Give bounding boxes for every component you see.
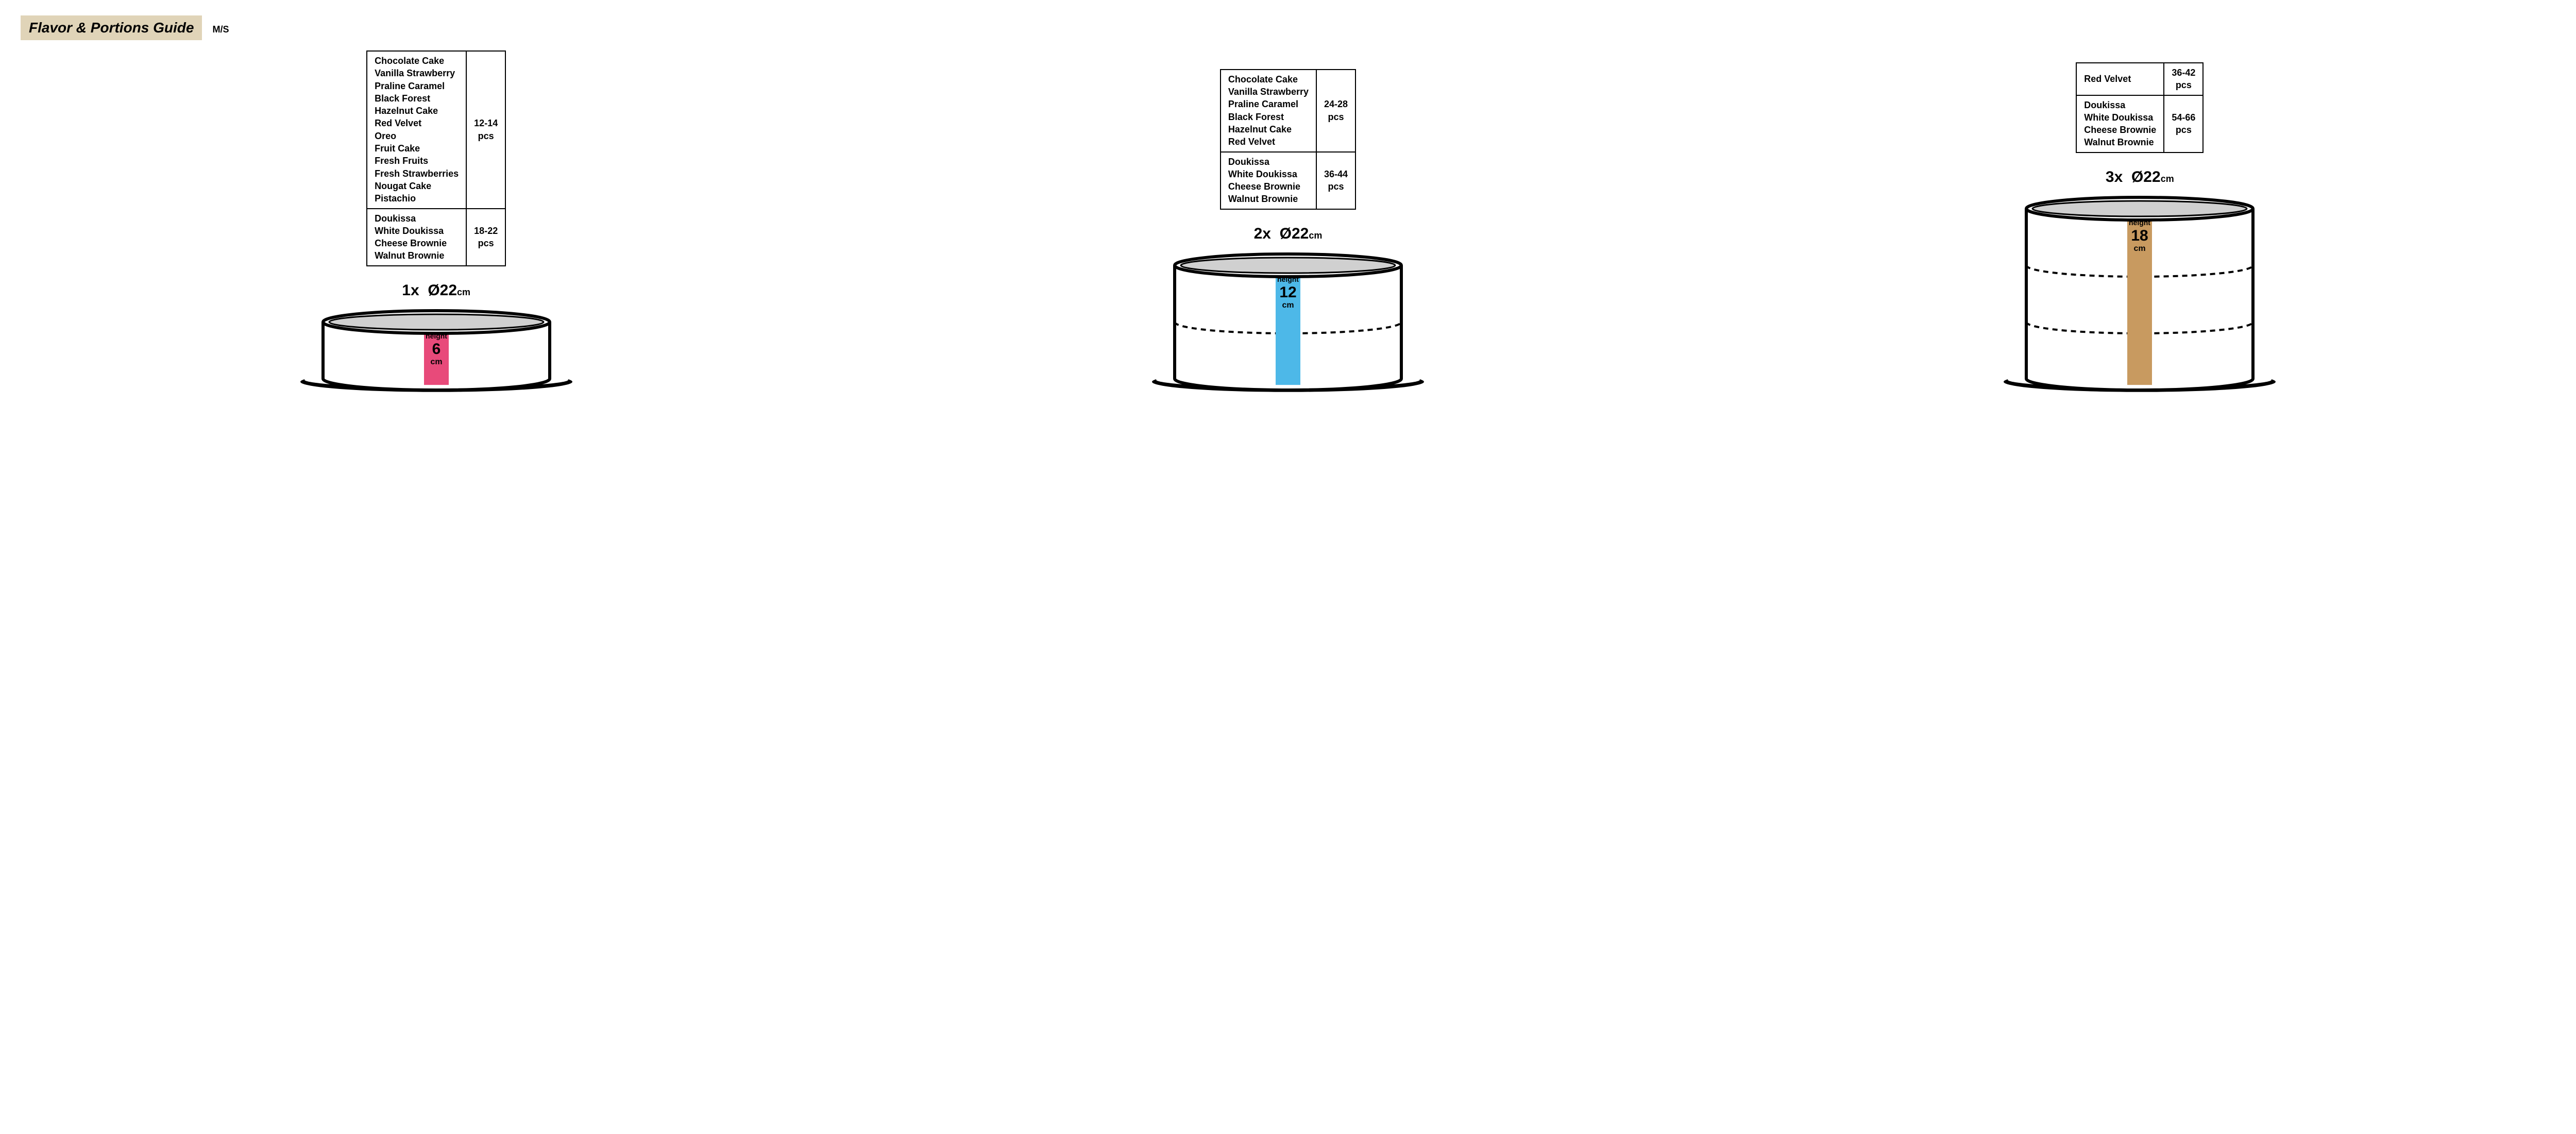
pcs-cell: 54-66pcs [2164, 95, 2203, 153]
flavor-item: Chocolate Cake [1228, 73, 1309, 86]
height-value: 6 [432, 341, 440, 358]
flavor-item: Doukissa [1228, 156, 1309, 168]
table-row: Chocolate CakeVanilla StrawberryPraline … [367, 51, 505, 209]
column: Chocolate CakeVanilla StrawberryPraline … [872, 69, 1703, 399]
pcs-label: pcs [1324, 180, 1348, 193]
flavor-item: Fruit Cake [375, 142, 459, 155]
size-diameter: Ø22 [2131, 168, 2161, 185]
size-label: 1x Ø22cm [402, 282, 470, 299]
flavor-item: Black Forest [1228, 111, 1309, 123]
pcs-label: pcs [474, 130, 498, 142]
cake-top-inner [1181, 258, 1395, 273]
flavor-item: Walnut Brownie [375, 249, 459, 262]
size-multiplier: 1x [402, 282, 419, 299]
header: Flavor & Portions Guide M/S [21, 15, 2555, 40]
size-unit: cm [457, 287, 470, 297]
cake-illustration: height 6 cm [295, 306, 578, 399]
height-unit: cm [1282, 301, 1294, 310]
height-unit: cm [430, 358, 442, 366]
flavor-item: Fresh Strawberries [375, 167, 459, 180]
pcs-cell: 36-42pcs [2164, 63, 2203, 95]
cake-wrap: height 18 cm [1724, 192, 2555, 399]
height-unit: cm [2134, 244, 2146, 253]
table-row: DoukissaWhite DoukissaCheese BrownieWaln… [2076, 95, 2203, 153]
flavor-item: Walnut Brownie [1228, 193, 1309, 205]
flavor-item: Nougat Cake [375, 180, 459, 192]
cake-wrap: height 6 cm [21, 306, 852, 399]
flavor-item: Red Velvet [2084, 73, 2156, 85]
page-title: Flavor & Portions Guide [21, 15, 202, 40]
size-label: 3x Ø22cm [2106, 168, 2174, 186]
column: Red Velvet36-42pcsDoukissaWhite Doukissa… [1724, 62, 2555, 399]
pcs-value: 36-42 [2172, 66, 2195, 79]
flavor-item: Praline Caramel [375, 80, 459, 92]
flavor-item: Vanilla Strawberry [1228, 86, 1309, 98]
flavor-cell: DoukissaWhite DoukissaCheese BrownieWaln… [2076, 95, 2164, 153]
flavor-table: Chocolate CakeVanilla StrawberryPraline … [1220, 69, 1356, 210]
page-subtitle: M/S [212, 24, 229, 35]
pcs-value: 24-28 [1324, 98, 1348, 110]
flavor-item: Red Velvet [1228, 136, 1309, 148]
flavor-cell: Chocolate CakeVanilla StrawberryPraline … [367, 51, 466, 209]
flavor-item: White Doukissa [2084, 111, 2156, 124]
pcs-label: pcs [2172, 124, 2195, 136]
size-multiplier: 3x [2106, 168, 2123, 185]
flavor-item: Praline Caramel [1228, 98, 1309, 110]
flavor-item: Chocolate Cake [375, 55, 459, 67]
flavor-item: Doukissa [2084, 99, 2156, 111]
flavor-cell: DoukissaWhite DoukissaCheese BrownieWaln… [1221, 152, 1316, 209]
flavor-table: Chocolate CakeVanilla StrawberryPraline … [366, 50, 506, 266]
flavor-item: Cheese Brownie [1228, 180, 1309, 193]
size-diameter: Ø22 [1280, 225, 1309, 242]
size-unit: cm [2161, 174, 2174, 184]
pcs-cell: 36-44pcs [1316, 152, 1355, 209]
cake-illustration: height 12 cm [1147, 249, 1429, 399]
pcs-cell: 18-22pcs [466, 209, 505, 266]
flavor-item: White Doukissa [1228, 168, 1309, 180]
table-row: Chocolate CakeVanilla StrawberryPraline … [1221, 70, 1355, 152]
pcs-label: pcs [474, 237, 498, 249]
table-row: DoukissaWhite DoukissaCheese BrownieWaln… [1221, 152, 1355, 209]
table-row: DoukissaWhite DoukissaCheese BrownieWaln… [367, 209, 505, 266]
flavor-item: Cheese Brownie [375, 237, 459, 249]
height-value: 18 [2131, 227, 2148, 244]
pcs-cell: 12-14pcs [466, 51, 505, 209]
cake-illustration: height 18 cm [1998, 192, 2281, 399]
pcs-value: 18-22 [474, 225, 498, 237]
flavor-item: Doukissa [375, 212, 459, 225]
size-multiplier: 2x [1254, 225, 1271, 242]
flavor-item: Red Velvet [375, 117, 459, 129]
cake-wrap: height 12 cm [872, 249, 1703, 399]
table-row: Red Velvet 36-42pcs [2076, 63, 2203, 95]
cake-top-inner [2032, 201, 2247, 216]
flavor-item: Vanilla Strawberry [375, 67, 459, 79]
pcs-cell: 24-28pcs [1316, 70, 1355, 152]
size-unit: cm [1309, 230, 1322, 241]
columns-container: Chocolate CakeVanilla StrawberryPraline … [21, 50, 2555, 399]
flavor-cell: DoukissaWhite DoukissaCheese BrownieWaln… [367, 209, 466, 266]
flavor-cell: Red Velvet [2076, 63, 2164, 95]
flavor-table: Red Velvet36-42pcsDoukissaWhite Doukissa… [2076, 62, 2204, 153]
pcs-label: pcs [1324, 111, 1348, 123]
pcs-value: 36-44 [1324, 168, 1348, 180]
size-diameter: Ø22 [428, 282, 457, 299]
flavor-item: White Doukissa [375, 225, 459, 237]
flavor-item: Black Forest [375, 92, 459, 105]
flavor-item: Pistachio [375, 192, 459, 205]
column: Chocolate CakeVanilla StrawberryPraline … [21, 50, 852, 399]
cake-top-inner [329, 314, 544, 330]
pcs-label: pcs [2172, 79, 2195, 91]
flavor-item: Hazelnut Cake [1228, 123, 1309, 136]
flavor-cell: Chocolate CakeVanilla StrawberryPraline … [1221, 70, 1316, 152]
pcs-value: 12-14 [474, 117, 498, 129]
size-label: 2x Ø22cm [1254, 225, 1323, 243]
flavor-item: Fresh Fruits [375, 155, 459, 167]
height-value: 12 [1279, 284, 1296, 301]
flavor-item: Cheese Brownie [2084, 124, 2156, 136]
flavor-item: Oreo [375, 130, 459, 142]
pcs-value: 54-66 [2172, 111, 2195, 124]
flavor-item: Hazelnut Cake [375, 105, 459, 117]
flavor-item: Walnut Brownie [2084, 136, 2156, 148]
